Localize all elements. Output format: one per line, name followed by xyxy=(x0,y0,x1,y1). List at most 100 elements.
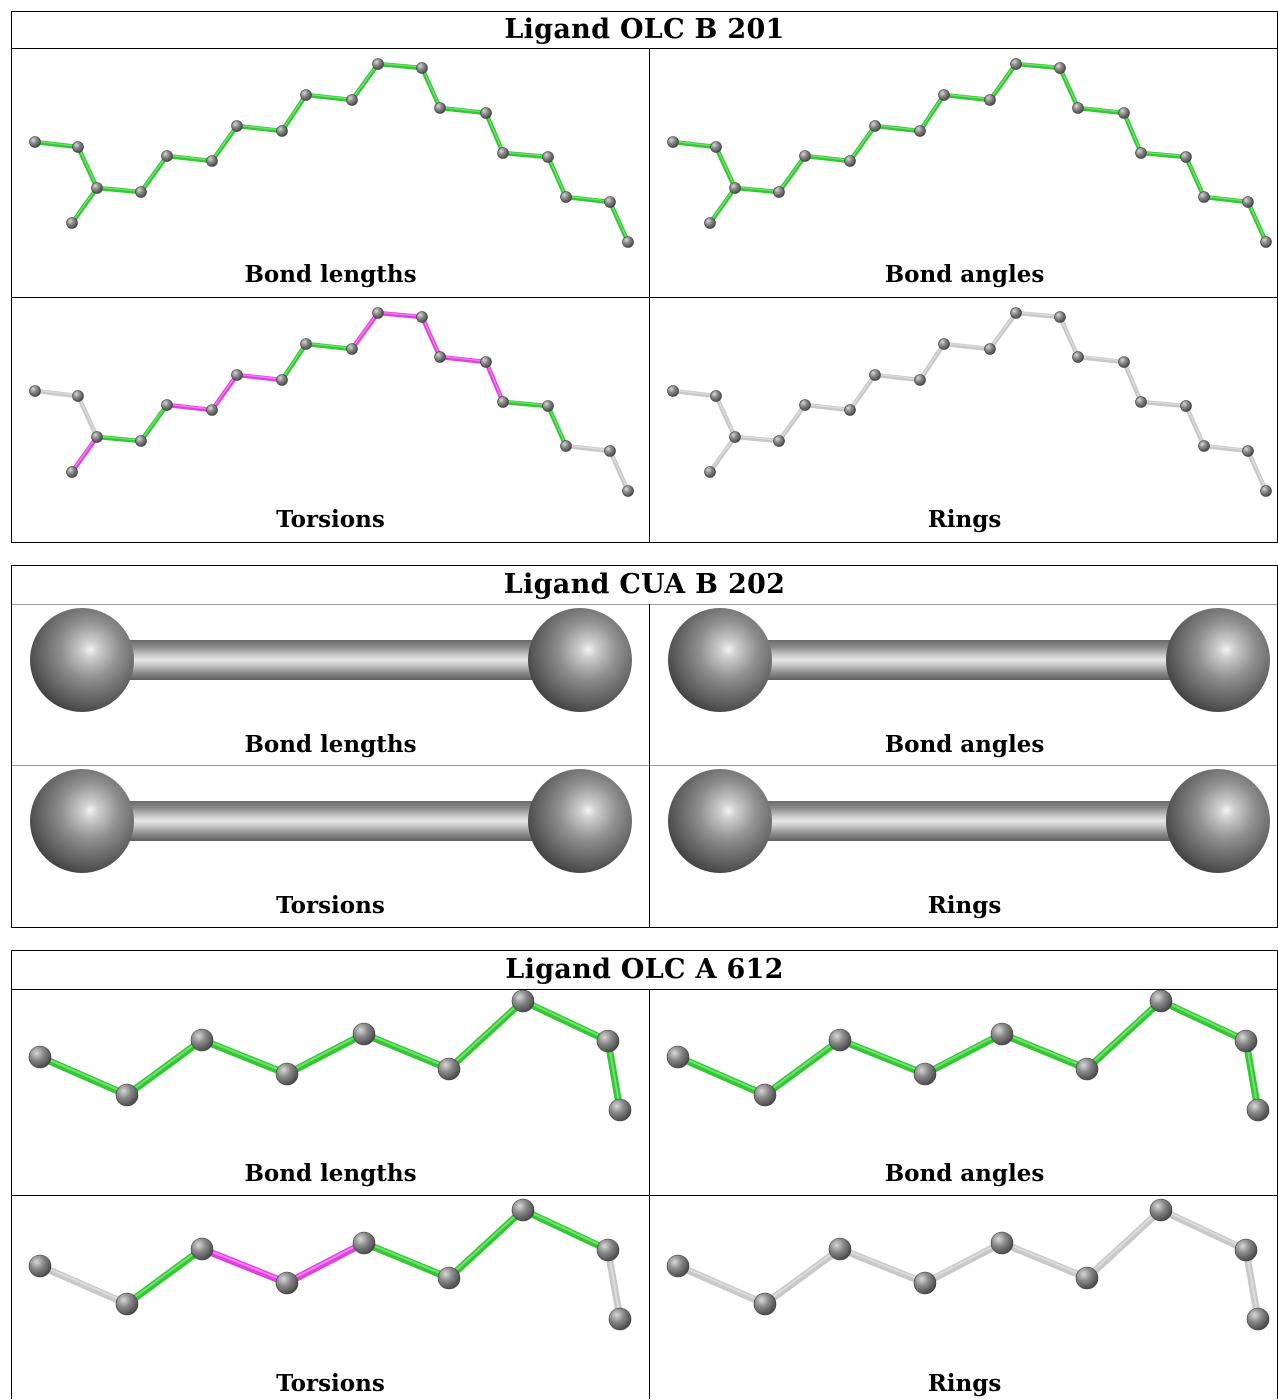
bond-green xyxy=(69,185,100,226)
atom xyxy=(542,151,554,163)
atom xyxy=(372,58,384,70)
atom xyxy=(28,1045,52,1069)
ligand-panel-olc-a-612: Ligand OLC A 612 Bond lengths Bond angle… xyxy=(11,950,1278,1399)
bond-highlight xyxy=(521,1207,610,1250)
bond-green xyxy=(483,110,506,156)
atom xyxy=(352,1231,376,1255)
atom xyxy=(668,769,772,873)
atom xyxy=(72,141,84,153)
bond-green xyxy=(713,144,738,191)
atom xyxy=(990,1231,1014,1255)
atom xyxy=(434,102,446,114)
bond-green xyxy=(500,399,551,409)
atom xyxy=(1260,485,1272,497)
bond-highlight xyxy=(838,1037,927,1074)
atom xyxy=(480,356,492,368)
atom xyxy=(844,155,856,167)
bond-grey xyxy=(732,434,782,444)
atom xyxy=(1072,102,1084,114)
bond-magenta xyxy=(164,402,215,413)
atom xyxy=(828,1028,852,1052)
bond-green xyxy=(279,92,309,134)
bond-highlight xyxy=(1247,200,1267,242)
atom xyxy=(704,466,716,478)
bond-highlight xyxy=(77,145,98,188)
bond-grey xyxy=(1183,403,1207,449)
bond-green xyxy=(303,341,355,352)
bond-highlight xyxy=(211,124,238,161)
bond-green xyxy=(94,185,144,195)
atom xyxy=(1242,445,1254,457)
bond-highlight xyxy=(1203,195,1249,202)
bond-highlight xyxy=(1159,998,1248,1041)
atom xyxy=(434,351,446,363)
bond-highlight xyxy=(1203,444,1249,451)
bond-grey xyxy=(75,393,100,440)
bond-highlight xyxy=(502,151,549,157)
cell-bond-angles: Bond angles xyxy=(650,49,1278,297)
caption-bond-lengths: Bond lengths xyxy=(244,261,417,288)
bond-highlight xyxy=(804,403,851,410)
atom xyxy=(511,990,535,1013)
bond-green xyxy=(360,1239,453,1282)
atom xyxy=(622,236,634,248)
atom xyxy=(30,769,134,873)
bond-grey xyxy=(607,448,631,494)
bond-highlight xyxy=(125,1246,204,1304)
ball-and-stick-molecule-icon xyxy=(667,307,1272,497)
bond-highlight xyxy=(1185,155,1205,197)
bond-highlight xyxy=(709,186,736,223)
panel-title: Ligand CUA B 202 xyxy=(503,569,786,600)
atom xyxy=(1118,107,1130,119)
cell-bond-lengths: Bond lengths xyxy=(12,605,649,765)
bond-grey xyxy=(921,1239,1006,1287)
bond-green xyxy=(1138,150,1189,160)
atom xyxy=(276,125,288,137)
atom xyxy=(1054,311,1066,323)
bond-grey xyxy=(941,341,993,352)
atom xyxy=(666,1045,690,1069)
atom xyxy=(608,1098,632,1122)
cell-rings: Rings xyxy=(650,1196,1278,1400)
bond-highlight xyxy=(676,1054,767,1095)
bond-grey xyxy=(847,372,878,413)
bond-highlight xyxy=(34,389,79,396)
atom xyxy=(710,390,722,402)
atom xyxy=(497,147,509,159)
bond-magenta xyxy=(349,310,381,352)
bond-highlight xyxy=(362,1031,451,1069)
atom xyxy=(1234,1238,1258,1262)
bond-highlight xyxy=(1077,106,1125,113)
bond-highlight xyxy=(447,1207,525,1278)
atom xyxy=(66,217,78,229)
bond-highlight xyxy=(439,355,487,362)
atom xyxy=(622,485,634,497)
bond-highlight xyxy=(923,1240,1004,1283)
bond-magenta xyxy=(283,1239,368,1287)
atom xyxy=(666,1254,690,1278)
bond-green xyxy=(1083,997,1165,1073)
bond-grey xyxy=(872,372,923,383)
bond-grey xyxy=(761,1245,844,1308)
atom xyxy=(1180,400,1192,412)
caption-rings: Rings xyxy=(927,1370,1002,1397)
bond-highlight xyxy=(236,373,283,380)
bond-highlight xyxy=(565,444,611,451)
atom xyxy=(190,1028,214,1052)
bond-green xyxy=(1201,194,1251,205)
bond-magenta xyxy=(419,314,443,360)
bond-highlight xyxy=(351,311,379,349)
atom xyxy=(300,338,312,350)
bond-green xyxy=(674,1053,769,1099)
bond-highlight xyxy=(1059,66,1079,108)
bond-highlight xyxy=(709,435,736,472)
bond-magenta xyxy=(437,354,489,365)
atom xyxy=(913,1271,937,1295)
bond-green xyxy=(1121,110,1144,156)
bond-green xyxy=(987,61,1019,103)
bond-highlight xyxy=(236,124,283,131)
bond-green xyxy=(872,123,923,134)
bond-highlight xyxy=(96,186,142,192)
bond-grey xyxy=(32,388,81,399)
caption-bond-angles: Bond angles xyxy=(884,261,1045,288)
